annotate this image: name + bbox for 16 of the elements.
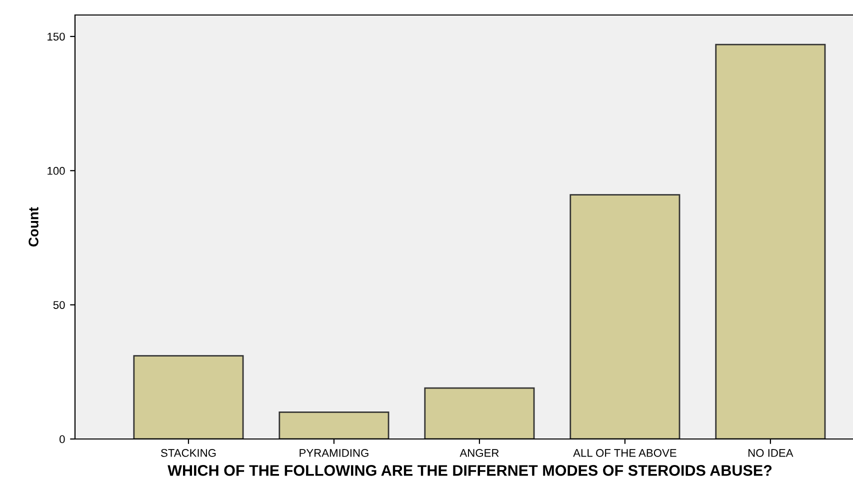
x-tick-label: ANGER — [460, 449, 499, 457]
y-tick-label: 100 — [48, 166, 65, 175]
y-axis-title: Count — [28, 207, 38, 246]
bar — [133, 355, 244, 439]
x-tick-label: NO IDEA — [748, 449, 794, 457]
bar — [570, 194, 680, 439]
y-tick-label: 50 — [53, 301, 65, 309]
bar — [278, 411, 390, 439]
y-tick-label: 0 — [60, 435, 65, 444]
x-axis-title: WHICH OF THE FOLLOWING ARE THE DIFFERNET MODES OF STEROIDS ABUSE? — [168, 465, 772, 476]
bar — [715, 44, 826, 439]
bar — [424, 387, 535, 439]
x-tick-label: STACKING — [160, 449, 216, 457]
x-tick-label: PYRAMIDING — [300, 449, 368, 457]
x-tick-label: ALL OF THE ABOVE — [573, 449, 676, 457]
y-tick-label: 150 — [48, 32, 65, 41]
